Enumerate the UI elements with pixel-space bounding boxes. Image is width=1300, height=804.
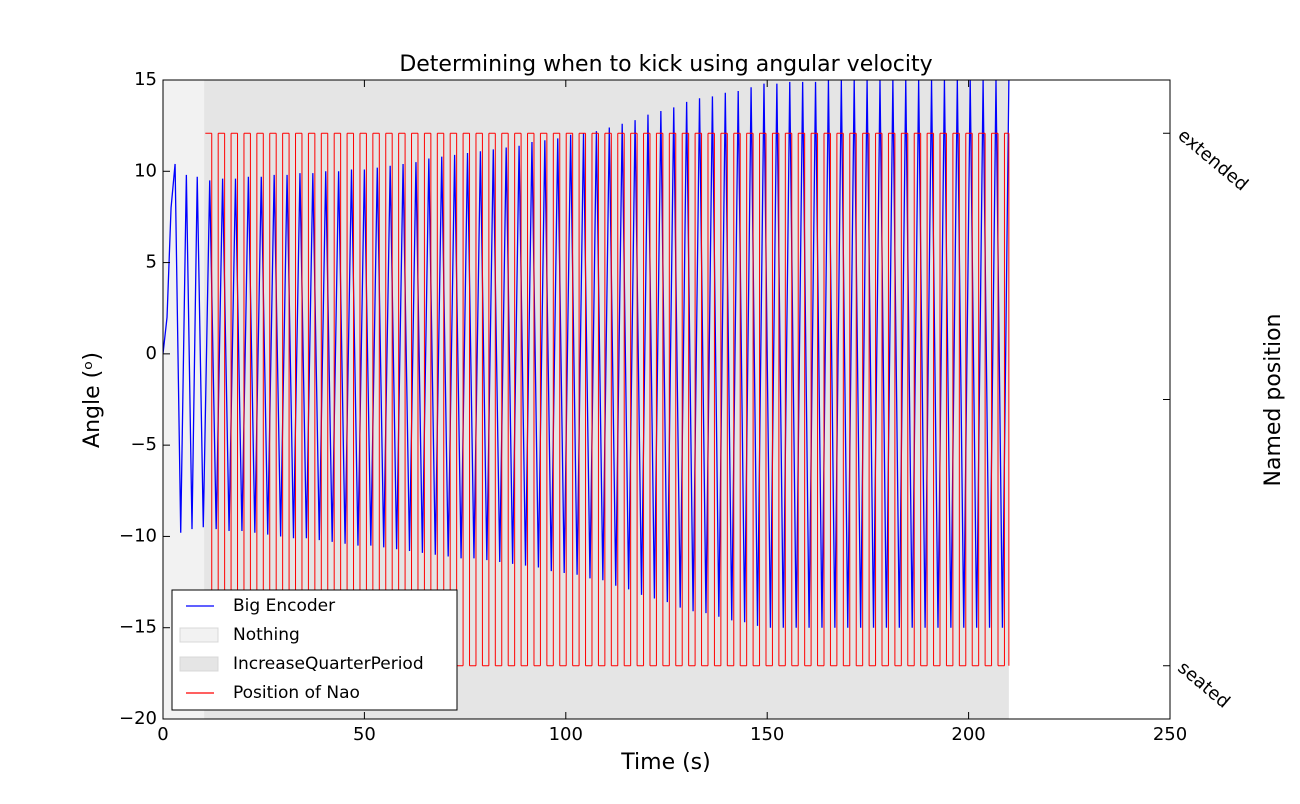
y-axis-label: Angle (ᵒ): [80, 352, 105, 448]
legend-patch: [179, 656, 219, 672]
y-tick-label: −20: [119, 708, 157, 729]
legend-label: Nothing: [233, 625, 300, 645]
y-tick-label: 10: [134, 160, 157, 181]
y2-tick-label: extended: [1174, 125, 1253, 196]
y-tick-label: −15: [119, 617, 157, 638]
x-tick-label: 150: [750, 724, 784, 745]
legend-patch: [179, 627, 219, 643]
chart-title: Determining when to kick using angular v…: [399, 52, 932, 77]
y-tick-label: 0: [146, 343, 157, 364]
y2-axis-label: Named position: [1261, 313, 1286, 486]
x-tick-label: 200: [951, 724, 985, 745]
x-tick-label: 50: [353, 724, 376, 745]
x-tick-label: 0: [157, 724, 168, 745]
legend-label: IncreaseQuarterPeriod: [233, 654, 424, 674]
legend-label: Position of Nao: [233, 683, 360, 703]
x-tick-label: 100: [549, 724, 583, 745]
series: [205, 132, 1010, 667]
series: [163, 80, 1010, 628]
y2-tick-label: seated: [1174, 657, 1234, 712]
x-axis-label: Time (s): [620, 750, 710, 775]
y-tick-label: −10: [119, 525, 157, 546]
x-tick-label: 250: [1153, 724, 1187, 745]
y-tick-label: −5: [130, 434, 157, 455]
legend: Big Encoder Nothing IncreaseQuarterPeriod P…: [171, 589, 458, 711]
line: [163, 80, 1010, 628]
y-tick-label: 5: [146, 252, 157, 273]
legend-label: Big Encoder: [233, 596, 335, 616]
y-tick-label: 15: [134, 69, 157, 90]
legend-box: [171, 589, 458, 711]
